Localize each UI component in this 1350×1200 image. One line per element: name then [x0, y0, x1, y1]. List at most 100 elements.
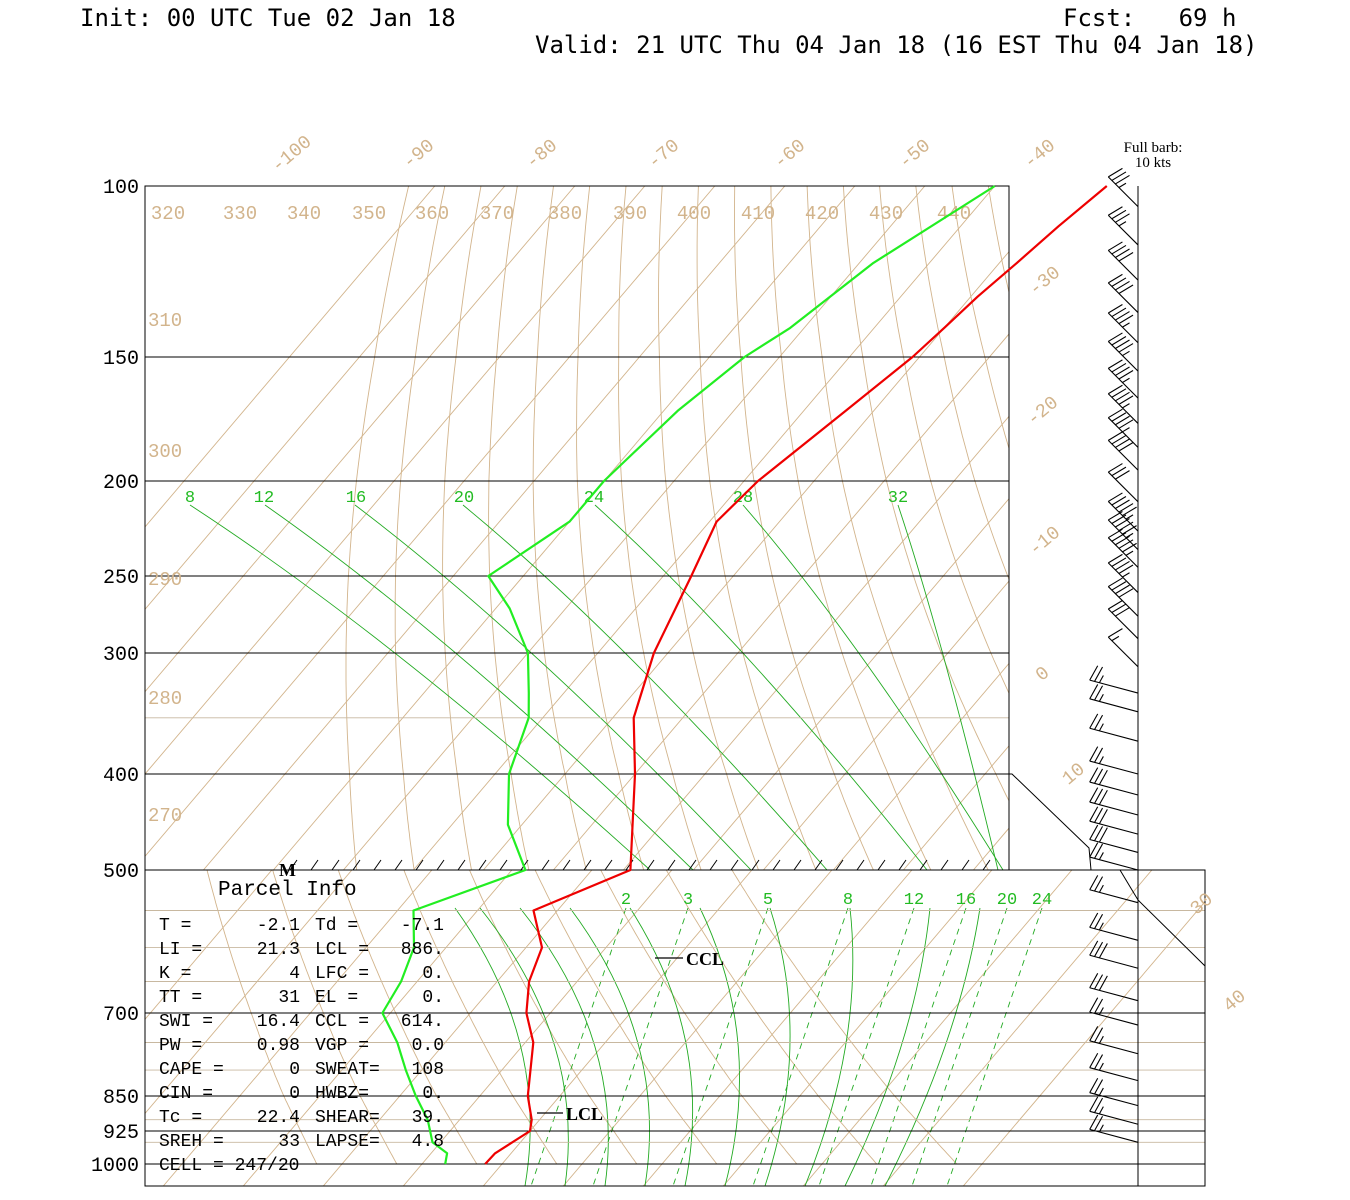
mixing-ratio-label: 2: [621, 891, 631, 910]
parcel-value: 31: [278, 988, 300, 1008]
isotherm-line: [145, 870, 273, 1020]
barb-flag: [1115, 174, 1130, 185]
barb-half-flag: [1098, 1106, 1104, 1115]
parcel-label: LI =: [159, 940, 202, 960]
barb-flag: [1118, 395, 1134, 405]
hatch-tick: [352, 859, 361, 871]
mixing-ratio-label: 12: [254, 489, 274, 508]
dry-adiabat-line: [618, 186, 702, 870]
mixing-ratio-line: [946, 907, 1043, 1186]
isotherm-label: -100: [267, 131, 316, 177]
parcel-value: 4.8: [412, 1132, 444, 1152]
dry-adiabat-line: [806, 186, 989, 870]
parcel-label: SHEAR=: [315, 1108, 380, 1128]
parcel-value: 4: [289, 964, 300, 984]
mixing-ratio-label: 20: [997, 891, 1017, 910]
barb-staff: [1107, 439, 1139, 471]
parcel-value: 16.4: [257, 1012, 300, 1032]
mixing-ratio-label: 28: [733, 489, 753, 508]
wind-barb: [1107, 384, 1139, 424]
hatch-tick: [772, 859, 781, 871]
dry-adiabat-line: [442, 186, 482, 870]
dry-adiabat-line: [1061, 186, 1350, 870]
wind-barb: [1089, 1026, 1139, 1055]
wind-barb: [1089, 940, 1139, 969]
mixing-ratio-line: [742, 504, 1004, 870]
isotherm-line: [833, 662, 1009, 870]
dry-adiabat-line: [658, 186, 759, 870]
parcel-label: K =: [159, 964, 191, 984]
sounding-profiles: [381, 185, 1108, 1165]
barb-staff: [1089, 698, 1139, 713]
barb-flag: [1115, 607, 1130, 617]
parcel-value: 21.3: [257, 940, 300, 960]
barb-flag: [1115, 535, 1130, 546]
moist-adiabat-line: [454, 907, 531, 1186]
pressure-label: 300: [103, 644, 139, 667]
parcel-label: CIN =: [159, 1084, 213, 1104]
barb-flag: [1115, 213, 1130, 223]
hatch-tick: [436, 859, 445, 871]
parcel-label: TT =: [159, 988, 202, 1008]
parcel-value: 0.0: [412, 1036, 444, 1056]
barb-flag: [1108, 492, 1123, 502]
mixing-ratio-label: 16: [956, 891, 976, 910]
hatch-tick: [961, 859, 970, 871]
barb-staff: [1107, 176, 1139, 207]
barb-staff: [1089, 987, 1139, 1002]
parcel-label: HWBZ=: [315, 1084, 369, 1104]
barb-flag: [1098, 809, 1108, 825]
barb-flag: [1118, 252, 1134, 262]
wind-barb: [1107, 431, 1139, 471]
moist-adiabat-line: [764, 907, 791, 1186]
pressure-label: 500: [103, 861, 139, 884]
barb-flag: [1118, 284, 1134, 294]
wind-barb: [1107, 628, 1139, 668]
barb-flag: [1094, 1054, 1104, 1070]
isotherm-label: 10: [1058, 758, 1090, 790]
barb-half-flag: [1118, 221, 1127, 227]
barb-staff: [1089, 1011, 1139, 1026]
hatch-tick: [898, 859, 907, 871]
hatch-tick: [415, 859, 424, 871]
parcel-label: CAPE =: [159, 1060, 224, 1080]
barb-half-flag: [1122, 427, 1130, 433]
isotherm-label: 40: [1219, 985, 1251, 1017]
mixing-ratio-line: [592, 907, 689, 1186]
parcel-label: PW =: [159, 1036, 202, 1056]
mixing-ratio-line: [672, 907, 769, 1186]
mixing-ratio-lower: [454, 907, 1043, 1186]
theta-label: 430: [869, 203, 903, 225]
lcl-label: LCL: [566, 1104, 603, 1124]
barb-flag: [1108, 431, 1123, 441]
hatch-tick: [562, 859, 571, 871]
barb-staff: [1089, 856, 1139, 871]
mixing-ratio-label: 24: [584, 489, 604, 508]
hatch-tick: [373, 859, 382, 871]
barb-flag: [1094, 1079, 1104, 1095]
dry-adiabat-line: [1169, 186, 1350, 870]
parcel-value: -7.1: [401, 916, 444, 936]
hatch-tick: [331, 859, 340, 871]
parcel-value: 614.: [401, 1012, 444, 1032]
mixing-ratio-line: [594, 504, 928, 870]
pressure-label: 1000: [91, 1155, 139, 1178]
barb-flag: [1108, 304, 1123, 314]
mixing-ratio-label: 5: [763, 891, 773, 910]
parcel-value: -2.1: [257, 916, 300, 936]
moist-adiabat-line: [569, 907, 650, 1186]
theta-label: 290: [148, 569, 182, 591]
theta-label: 340: [287, 203, 321, 225]
pressure-label: 400: [103, 765, 139, 788]
barb-half-flag: [1122, 572, 1130, 578]
barb-flag: [1098, 769, 1108, 785]
barb-flag: [1094, 914, 1104, 929]
hatch-tick: [394, 859, 403, 871]
moist-adiabat-line: [884, 907, 981, 1186]
theta-label: 440: [937, 203, 971, 225]
isotherm-line: [402, 870, 673, 1186]
parcel-value: 22.4: [257, 1108, 300, 1128]
barb-staff: [1089, 1110, 1139, 1125]
barb-flag: [1089, 1053, 1099, 1068]
wind-barb: [1089, 824, 1139, 853]
